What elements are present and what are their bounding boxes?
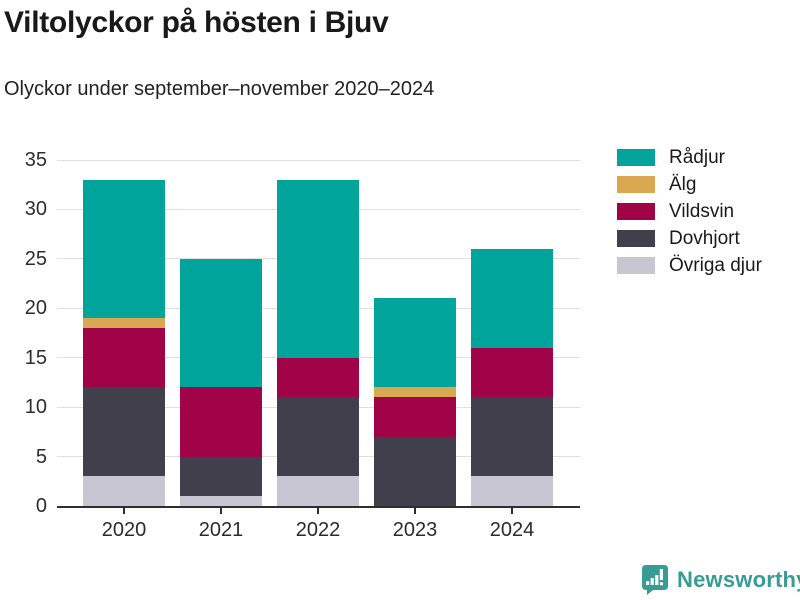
bar-segment [83,387,165,477]
y-tick-label-5: 5 [35,445,47,468]
legend-swatch [617,230,655,247]
y-axis: 0 5 10 15 20 25 30 35 [0,150,47,516]
bar-stack [83,179,165,506]
bar-2023: 2023 [374,160,456,541]
x-tick-label-2020: 2020 [101,519,147,541]
bar-segment [277,357,359,398]
bar-stack [471,249,553,506]
bar-2021: 2021 [180,160,262,541]
chart-subtitle: Olyckor under september–november 2020–20… [4,78,435,100]
bar-stack [277,179,359,506]
legend-swatch [617,176,655,193]
legend-label: Rådjur [669,146,725,168]
x-tick-label-2023: 2023 [392,519,438,541]
bar-segment [471,476,553,506]
bar-segment [277,397,359,477]
y-tick-label-25: 25 [24,247,47,270]
legend-swatch [617,203,655,220]
bar-segment [471,397,553,477]
x-axis-tick [317,508,319,514]
x-tick-label-2024: 2024 [489,519,535,541]
bar-2024: 2024 [471,160,553,541]
newsworthy-logo-icon [642,565,668,595]
bar-segment [471,249,553,348]
bar-segment [180,496,262,506]
brand-name: Newsworthy [677,566,800,592]
legend-item: Dovhjort [617,227,762,249]
legend-label: Dovhjort [669,227,740,249]
x-axis-tick [511,508,513,514]
legend-label: Älg [669,173,697,195]
y-tick-label-20: 20 [24,297,47,320]
chart-title: Viltolyckor på hösten i Bjuv [4,6,389,39]
bar-2020: 2020 [83,160,165,541]
x-axis-tick [220,508,222,514]
bar-segment [83,318,165,329]
y-tick-label-0: 0 [35,495,47,517]
bar-segment [374,298,456,388]
bar-segment [374,387,456,398]
x-tick-label-2022: 2022 [295,519,341,541]
bar-segment [471,347,553,398]
plot-area: 2020 2021 2022 2023 2024 [57,159,580,541]
bar-segment [374,397,456,437]
bar-segment [180,387,262,457]
bar-stack [374,298,456,506]
legend-item: Övriga djur [617,254,762,276]
legend-label: Vildsvin [669,200,735,222]
x-axis-tick [123,508,125,514]
legend-swatch [617,257,655,274]
legend-label: Övriga djur [669,254,762,276]
legend-swatch [617,149,655,166]
legend: Rådjur Älg Vildsvin Dovhjort Övriga djur [617,146,762,276]
legend-item: Vildsvin [617,200,762,222]
bars: 2020 2021 2022 2023 2024 [83,160,553,541]
x-tick-label-2021: 2021 [198,519,244,541]
bar-2022: 2022 [277,160,359,541]
bar-segment [180,258,262,388]
bar-segment [374,436,456,506]
brand-footer: Newsworthy [641,564,800,595]
bar-segment [83,179,165,319]
bar-segment [277,179,359,358]
legend-item: Älg [617,173,762,195]
bar-stack [180,258,262,506]
y-tick-label-15: 15 [24,346,47,369]
gridline-35 [57,159,580,161]
y-tick-label-10: 10 [24,396,47,419]
bar-segment [180,456,262,497]
legend-item: Rådjur [617,146,762,168]
bar-segment [83,476,165,506]
y-tick-label-35: 35 [24,149,47,171]
x-axis-tick [414,508,416,514]
y-tick-label-30: 30 [24,198,47,221]
bar-segment [277,476,359,506]
bar-segment [83,328,165,388]
